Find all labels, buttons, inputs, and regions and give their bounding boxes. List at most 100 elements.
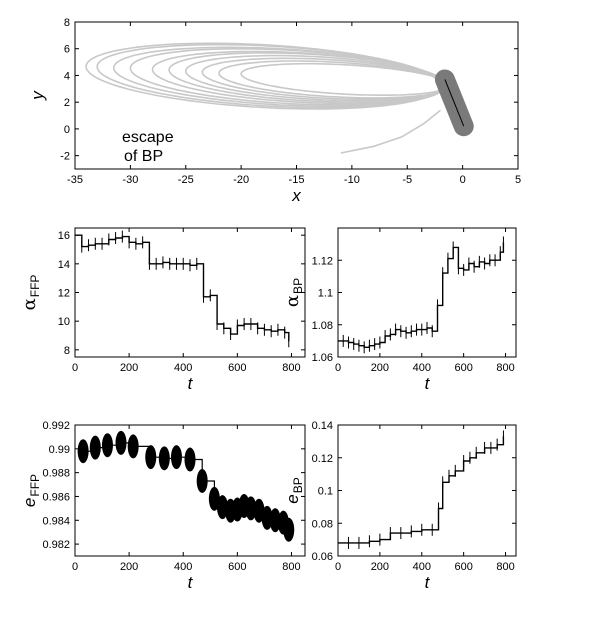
e-ffp-xtick-label: 600 <box>228 561 246 573</box>
alpha-bp-line <box>338 242 505 348</box>
e-ffp-axes: 0 200 400 600 800 0.982 0.984 0.986 0.988 0.99 0.9… <box>20 420 306 592</box>
escape-annotation-line2: of BP <box>124 148 163 165</box>
alpha-bp-xtick-label: 0 <box>335 362 341 374</box>
e-ffp-series <box>77 430 295 542</box>
alpha-bp-xlabel: t <box>425 374 431 393</box>
alpha-ffp-ytick-label: 8 <box>64 345 70 357</box>
orbit-ytick-label: -2 <box>60 151 70 163</box>
alpha-ffp-xtick-label: 200 <box>120 362 138 374</box>
alpha-ffp-xtick-label: 800 <box>282 362 300 374</box>
orbit-xtick-label: -20 <box>233 174 249 186</box>
orbit-frame <box>74 21 519 170</box>
e-ffp-xtick-label: 0 <box>72 561 78 573</box>
alpha-ffp-ytick-label: 12 <box>58 288 70 300</box>
orbit-ytick-label: 6 <box>64 44 70 56</box>
e-bp-axes: 0 200 400 600 800 0.06 0.08 0.1 0.12 0.14 t eBP <box>283 420 517 592</box>
orbit-xlabel: x <box>291 186 301 205</box>
orbit-loop <box>96 43 444 109</box>
e-bp-xtick-label: 200 <box>371 561 389 573</box>
alpha-bp-ytick-label: 1.12 <box>312 255 333 267</box>
e-ffp-ytick-label: 0.982 <box>42 539 70 551</box>
e-bp-ylabel: eBP <box>283 477 305 503</box>
orbit-ytick-label: 8 <box>64 17 70 29</box>
alpha-bp-xtick-label: 800 <box>496 362 514 374</box>
alpha-ffp-line <box>75 234 290 342</box>
e-ffp-ylabel-symbol: e <box>20 498 39 507</box>
orbit-ytick-label: 2 <box>64 97 70 109</box>
alpha-bp-ytick-label: 1.08 <box>312 320 333 332</box>
e-ffp-ytick-label: 0.992 <box>42 420 70 432</box>
orbit-loop <box>129 47 446 106</box>
orbit-xtick-label: 5 <box>515 174 521 186</box>
e-ffp-ytick-label: 0.986 <box>42 491 70 503</box>
e-ffp-xtick-label: 400 <box>174 561 192 573</box>
alpha-ffp-ytick-label: 16 <box>58 230 70 242</box>
orbit-ytick-label: 4 <box>64 70 70 82</box>
e-bp-ytick-label: 0.1 <box>318 486 333 498</box>
orbit-loop <box>184 54 448 102</box>
e-ffp-ylabel: eFFP <box>20 474 42 507</box>
alpha-ffp-xtick-label: 400 <box>174 362 192 374</box>
e-bp-ytick-label: 0.14 <box>312 420 333 432</box>
orbit-xtick-label: -5 <box>402 174 412 186</box>
alpha-ffp-xtick-label: 0 <box>72 362 78 374</box>
e-ffp-xlabel: t <box>188 573 194 592</box>
alpha-bp-xtick-label: 400 <box>413 362 431 374</box>
e-bp-ylabel-symbol: e <box>283 494 302 503</box>
orbit-curves <box>85 42 474 154</box>
alpha-bp-axes: 0 200 400 600 800 1.06 1.08 1.1 1.12 t αBP <box>282 227 517 393</box>
e-ffp-ytick-label: 0.984 <box>42 515 70 527</box>
e-ffp-ytick-label: 0.988 <box>42 468 70 480</box>
alpha-bp-ytick-label: 1.06 <box>312 352 333 364</box>
alpha-bp-xtick-label: 200 <box>371 362 389 374</box>
alpha-ffp-xtick-label: 600 <box>228 362 246 374</box>
alpha-bp-ylabel-symbol: α <box>282 295 303 307</box>
e-ffp-ylabel-subscript: FFP <box>28 474 42 497</box>
e-ffp-ytick-label: 0.99 <box>49 444 70 456</box>
orbit-loop <box>218 60 451 99</box>
e-ffp-line <box>83 442 290 530</box>
orbit-loop <box>201 57 449 101</box>
alpha-ffp-series <box>74 229 290 348</box>
e-bp-xlabel: t <box>425 573 431 592</box>
alpha-ffp-ylabel-subscript: FFP <box>28 275 42 298</box>
alpha-bp-ylabel-subscript: BP <box>291 278 305 294</box>
e-bp-ytick-label: 0.06 <box>312 551 333 563</box>
alpha-ffp-ytick-label: 14 <box>58 259 70 271</box>
alpha-bp-xtick-label: 600 <box>454 362 472 374</box>
e-bp-frame <box>337 424 517 557</box>
alpha-bp-frame <box>337 227 517 358</box>
alpha-bp-ytick-label: 1.1 <box>318 288 333 300</box>
escape-path <box>340 109 442 154</box>
orbit-xtick-label: 0 <box>460 174 466 186</box>
alpha-ffp-ylabel-symbol: α <box>19 298 40 310</box>
alpha-ffp-frame <box>74 227 306 358</box>
alpha-ffp-ytick-label: 10 <box>58 316 70 328</box>
e-bp-ytick-label: 0.12 <box>312 453 333 465</box>
orbit-loop <box>240 62 451 96</box>
alpha-bp-ylabel: αBP <box>282 278 305 307</box>
e-bp-xtick-label: 600 <box>454 561 472 573</box>
e-bp-xtick-label: 400 <box>413 561 431 573</box>
alpha-ffp-ylabel: αFFP <box>19 275 42 311</box>
e-ffp-frame <box>74 424 306 557</box>
escape-annotation-line1: escape <box>122 129 174 146</box>
e-bp-series <box>337 430 505 549</box>
alpha-ffp-xlabel: t <box>188 374 194 393</box>
orbit-xtick-label: -25 <box>178 174 194 186</box>
orbit-loop <box>168 52 448 103</box>
orbit-xtick-label: -30 <box>122 174 138 186</box>
orbit-xtick-label: -35 <box>67 174 83 186</box>
orbit-ytick-label: 0 <box>64 124 70 136</box>
e-bp-xtick-label: 0 <box>335 561 341 573</box>
e-bp-line <box>338 436 505 544</box>
e-bp-ytick-label: 0.08 <box>312 518 333 530</box>
orbit-xtick-label: -10 <box>344 174 360 186</box>
e-bp-xtick-label: 800 <box>496 561 514 573</box>
e-ffp-xtick-label: 800 <box>282 561 300 573</box>
orbit-ylabel: y <box>28 90 47 101</box>
e-bp-ylabel-subscript: BP <box>291 477 305 493</box>
